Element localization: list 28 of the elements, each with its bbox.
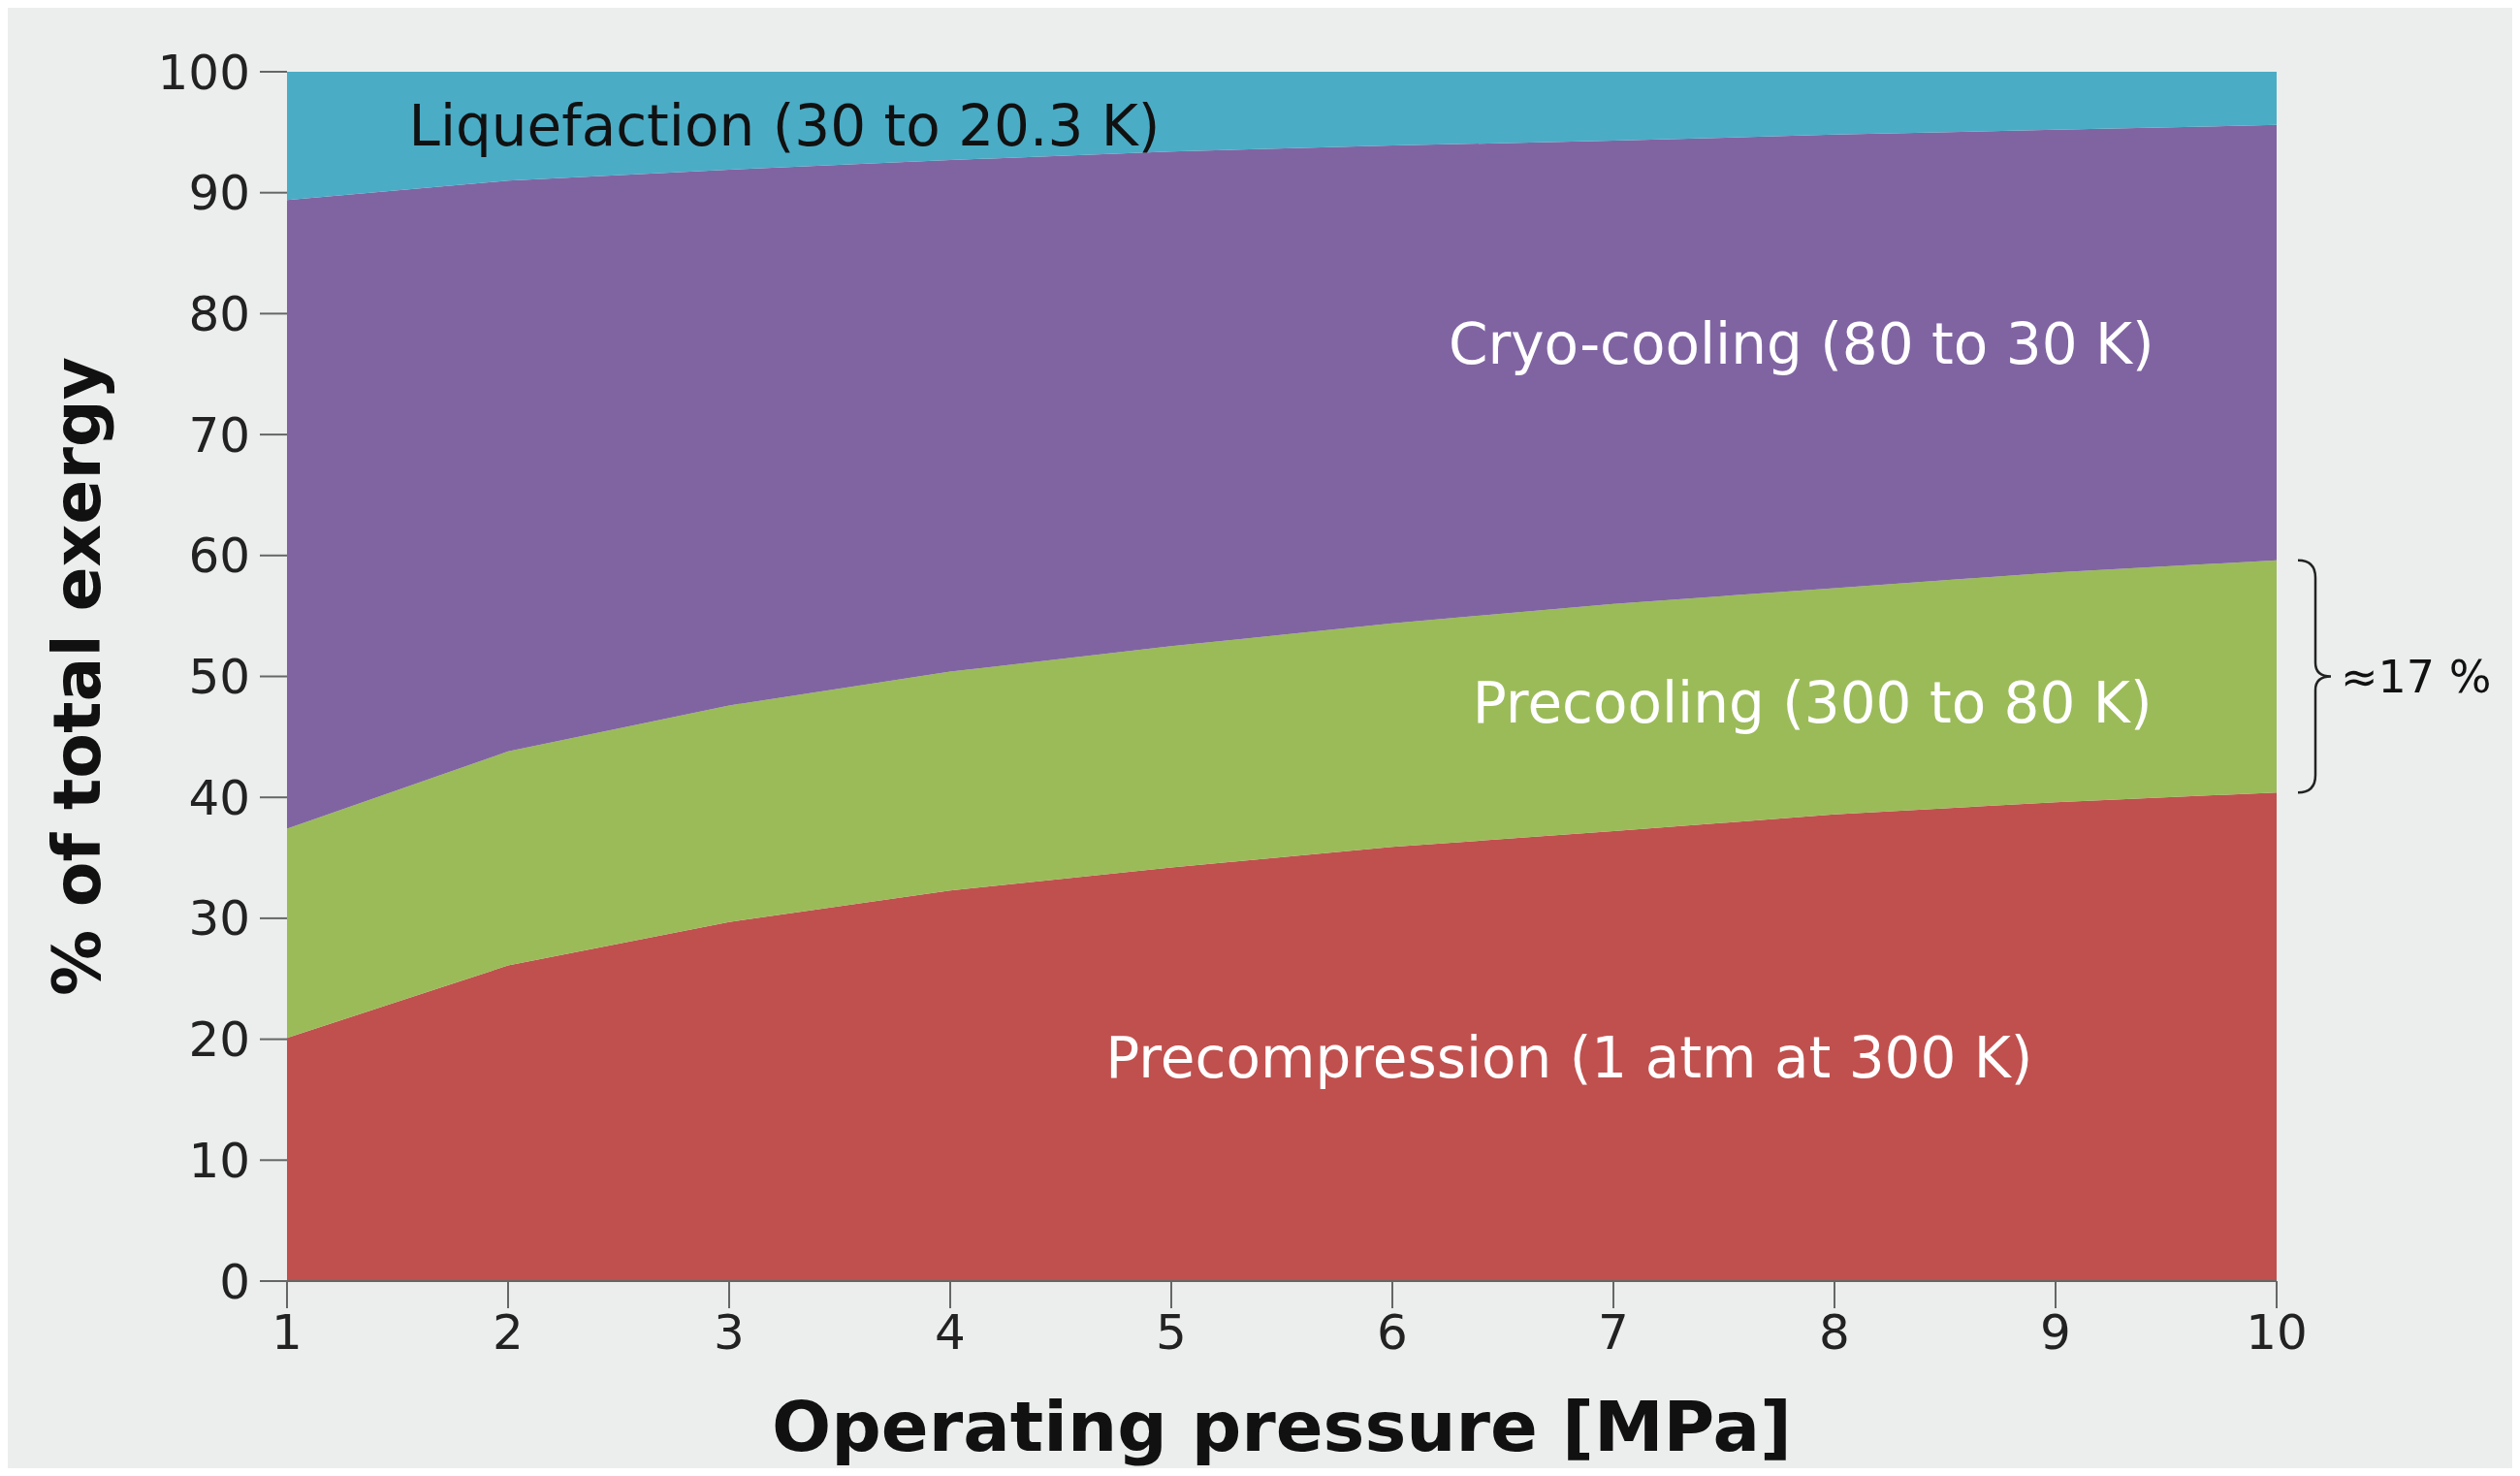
x-tick-label: 8 (1819, 1304, 1850, 1361)
x-tick-label: 6 (1377, 1304, 1408, 1361)
x-tick-label: 3 (714, 1304, 745, 1361)
x-tick-label: 9 (2040, 1304, 2071, 1361)
y-tick-label: 50 (188, 649, 250, 705)
y-tick-label: 100 (157, 44, 250, 101)
series-label: Cryo-cooling (80 to 30 K) (1448, 310, 2154, 377)
y-tick-label: 30 (188, 890, 250, 947)
series-label: Precompression (1 atm at 300 K) (1105, 1024, 2033, 1091)
y-tick-label: 70 (188, 406, 250, 464)
series-label: Precooling (300 to 80 K) (1472, 670, 2153, 737)
y-tick-label: 40 (188, 769, 250, 826)
x-tick-label: 2 (493, 1304, 524, 1361)
x-tick-label: 7 (1598, 1304, 1629, 1361)
y-tick-label: 60 (188, 528, 250, 585)
x-tick-label: 10 (2246, 1304, 2308, 1361)
y-tick-label: 10 (188, 1132, 250, 1189)
y-tick-label: 0 (219, 1253, 250, 1310)
annotation: ≈17 % (2341, 650, 2492, 703)
x-tick-label: 5 (1156, 1304, 1187, 1361)
y-tick-label: 80 (188, 285, 250, 342)
y-tick-label: 20 (188, 1011, 250, 1069)
x-tick-label: 1 (271, 1304, 303, 1361)
y-tick-label: 90 (188, 165, 250, 222)
y-axis-title: % of total exergy (39, 356, 115, 997)
x-tick-label: 4 (935, 1304, 966, 1361)
x-axis-title: Operating pressure [MPa] (772, 1386, 1792, 1467)
series-label: Liquefaction (30 to 20.3 K) (408, 92, 1161, 159)
